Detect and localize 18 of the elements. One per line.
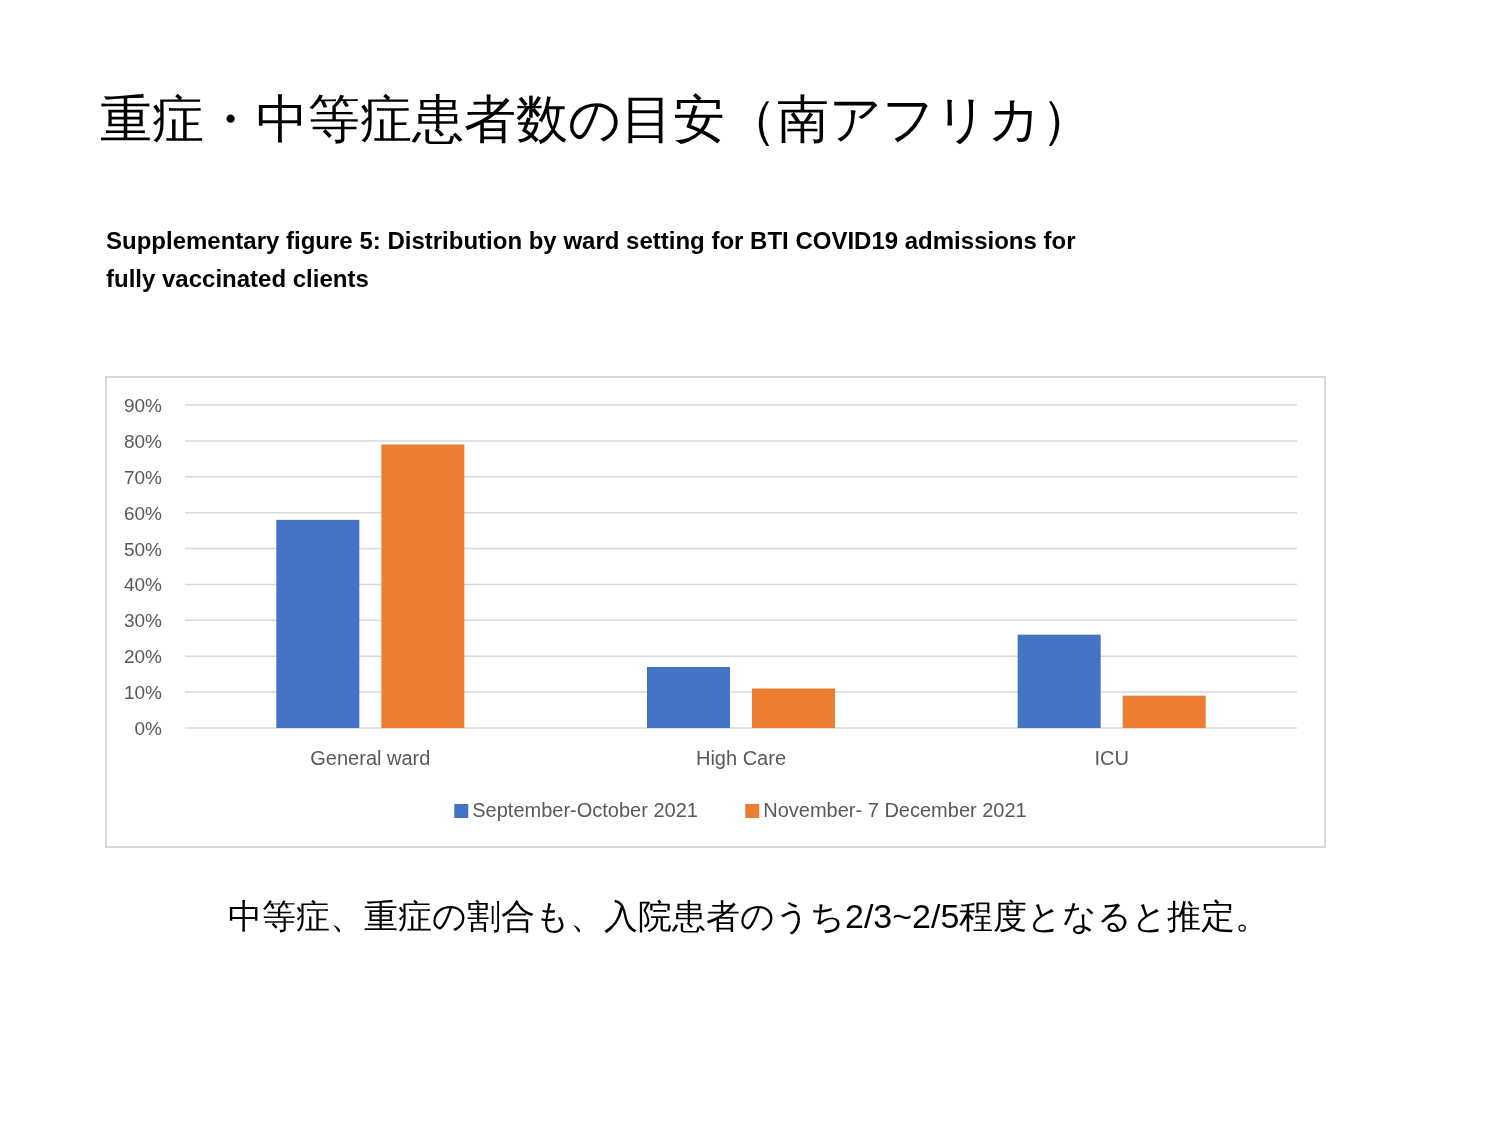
y-tick-label: 50% bbox=[123, 538, 163, 560]
y-tick-label: 80% bbox=[123, 430, 163, 452]
x-tick-label: General ward bbox=[310, 747, 431, 769]
annotation: 中等症、重症の割合も、入院患者のうち2/3~2/5程度となると推定。 bbox=[228, 897, 1270, 935]
x-tick-label: High Care bbox=[695, 747, 787, 769]
subtitle: Supplementary figure 5: Distribution by ward setting for BTI COVID19 admissions for fully vaccinated clients bbox=[106, 227, 1076, 292]
y-tick-label: 20% bbox=[123, 646, 163, 668]
y-tick-label: 40% bbox=[123, 574, 163, 596]
y-tick-label: 70% bbox=[123, 466, 163, 488]
y-tick-label: 30% bbox=[123, 610, 163, 632]
x-tick-label: ICU bbox=[1094, 747, 1129, 769]
y-tick-label: 0% bbox=[134, 718, 163, 739]
legend-label: September-October 2021 bbox=[472, 799, 698, 821]
y-tick-label: 60% bbox=[123, 502, 163, 524]
y-tick-label: 90% bbox=[123, 395, 163, 416]
y-tick-label: 10% bbox=[123, 682, 163, 704]
title: 重症・中等症患者数の目安（南アフリカ） bbox=[100, 90, 1093, 148]
legend-label: November- 7 December 2021 bbox=[763, 799, 1027, 821]
